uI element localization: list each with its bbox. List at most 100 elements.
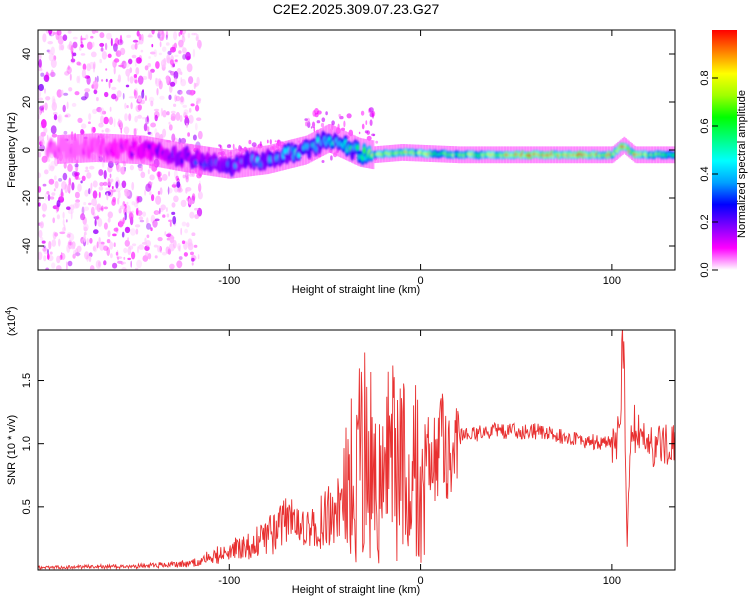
spectrogram-blob [67,239,73,250]
spectrogram-blob [123,126,130,135]
spectrogram-ridge-blob [283,147,287,155]
spectrogram-blob [86,254,89,262]
spectrogram-blob [43,255,47,262]
spectrogram-blob [117,190,121,199]
spectrogram-blob [147,131,152,135]
spectrogram-blob [128,96,135,99]
spectrogram-blob [66,206,71,210]
spectrogram-blob [189,211,195,219]
spectrogram-blob [92,41,95,48]
spectrogram-blob [134,267,139,270]
spectrogram-blob [99,182,104,187]
spectrogram-blob [96,97,99,102]
spectrogram-blob [162,173,168,181]
spectrogram-blob [87,121,91,124]
spectrogram-blob [185,175,189,183]
spectrogram-blob [171,184,177,188]
spectrogram-blob [171,211,176,215]
spectrogram-blob [168,94,172,101]
spectrogram-blob [169,84,173,94]
spectrogram-blob [147,169,150,175]
spectrogram-blob [175,175,179,181]
spectrogram-blob [117,197,120,205]
spectrogram-blob [53,114,58,121]
spectrogram-blob [111,86,117,90]
spectrogram-blob [159,187,163,195]
spectrogram-blob [141,165,143,172]
spectrogram-blob [155,61,160,69]
spectrogram-blob [173,182,176,185]
spectrogram-blob [44,169,49,175]
spectrogram-blob [156,171,162,178]
spectrogram-blob [84,251,90,260]
spectrogram-blob [46,191,50,195]
spectrogram-blob [321,160,325,163]
spectrogram-blob [99,58,102,64]
spectrogram-blob [84,169,90,173]
spectrogram-blob [48,240,52,250]
spectrogram-blob [165,75,170,85]
spectrogram-blob [101,110,107,115]
spectrogram-blob [311,121,316,129]
spectrogram-blob [116,256,123,259]
spectrogram-blob [138,165,143,172]
spectrogram-blob [131,54,137,59]
spectrogram-blob [159,41,162,48]
spectrogram-blob [124,113,128,121]
spectrogram-blob [80,37,87,41]
spectrogram-blob [60,198,63,202]
spectrogram-blob [169,235,175,244]
spectrogram-blob [183,252,188,257]
spectrogram-blob [147,126,150,133]
spectrogram-blob [63,224,66,231]
spectrogram-blob [38,53,42,61]
spectrogram-blob [156,88,159,96]
spectrogram-blob [134,115,138,123]
spectrogram-blob [167,187,173,194]
spectrogram-blob [153,108,160,112]
spectrogram-blob [112,262,118,269]
spectrogram-blob [133,74,138,78]
spectrogram-blob [106,239,111,244]
spectrogram-blob [190,251,194,256]
spectrogram-blob [137,97,141,103]
spectrogram-blob [182,47,187,54]
snr-ylabel: SNR (10 * v/v) [6,415,18,485]
spectrogram-blob [56,200,61,208]
spectrogram-blob [88,255,92,263]
spectrogram-blob [39,105,45,108]
spectrogram-blob [69,73,72,81]
spectrogram-blob [168,243,175,252]
spectrogram-blob [47,41,53,45]
spectrogram-blob [53,112,58,116]
spectrogram-blob [122,92,125,100]
spectrogram-blob [188,108,192,113]
spectrogram-blob [134,79,138,84]
spectrogram-ytick-label: 40 [21,48,33,60]
spectrogram-blob [42,183,47,187]
spectrogram-blob [153,244,158,248]
spectrogram-blob [72,41,78,49]
spectrogram-blob [176,187,183,193]
spectrogram-blob [155,132,160,140]
spectrogram-blob [74,201,80,209]
spectrogram-ridge-blob [672,153,675,157]
spectrogram-blob [142,89,145,93]
spectrogram-blob [88,113,92,121]
spectrogram-blob [191,32,196,36]
spectrogram-blob [167,50,172,56]
spectrogram-blob [101,161,105,168]
spectrogram-blob [112,233,117,237]
spectrogram-blob [126,201,129,205]
spectrogram-blob [145,183,152,192]
spectrogram-blob [174,94,178,103]
colorbar-tick-label: 0.6 [699,118,711,133]
spectrogram-blob [99,241,105,251]
spectrogram-blob [117,39,124,46]
spectrogram-blob [197,191,203,200]
spectrogram-blob [364,130,369,134]
colorbar-gradient [712,30,737,270]
snr-ytick-label: 0.5 [21,499,33,514]
spectrogram-blob [41,240,46,244]
spectrogram-blob [179,30,183,35]
